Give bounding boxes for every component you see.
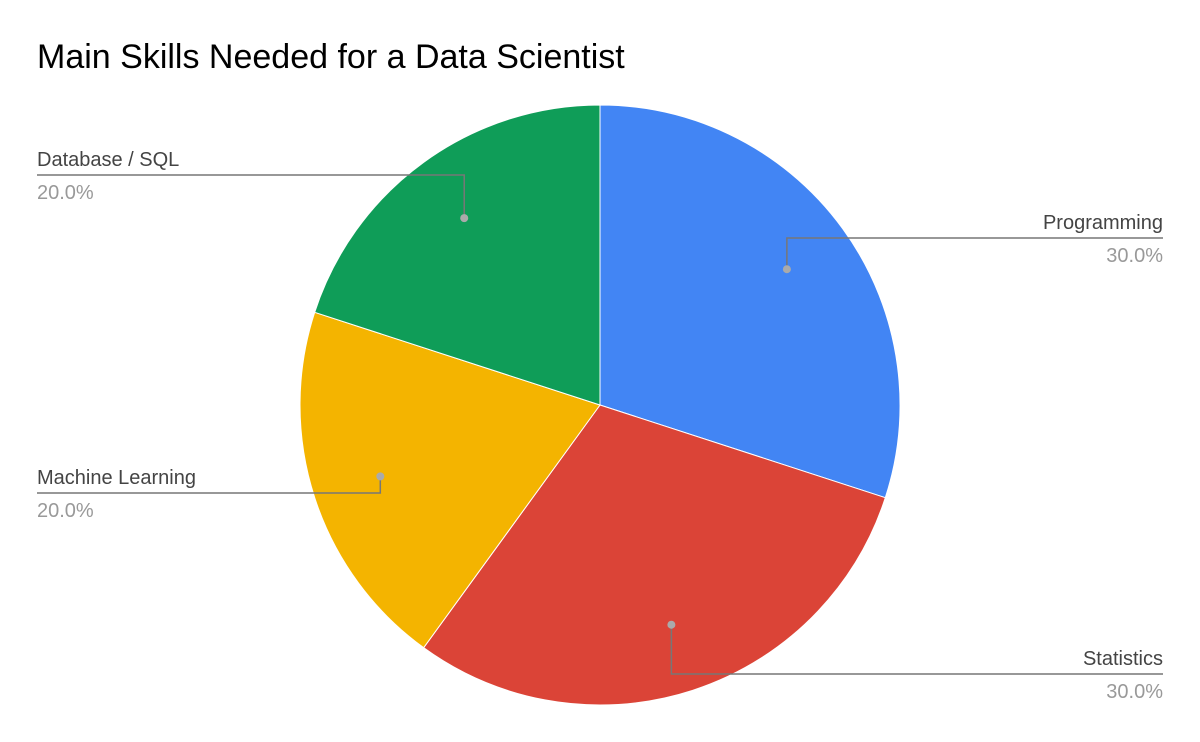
leader-dot-database-sql	[460, 214, 469, 223]
leader-dot-programming	[782, 265, 791, 274]
pie-slice-database-sql[interactable]	[314, 104, 601, 406]
leader-dot-statistics	[667, 620, 676, 629]
chart-title: Main Skills Needed for a Data Scientist	[37, 38, 625, 76]
slice-percent-programming: 30.0%	[1106, 245, 1163, 267]
slice-label-statistics: Statistics	[1083, 648, 1163, 670]
slice-percent-database-sql: 20.0%	[37, 182, 94, 204]
slice-label-database-sql: Database / SQL	[37, 149, 179, 171]
pie-slice-programming[interactable]	[599, 104, 901, 499]
leader-line-database-sql	[37, 174, 465, 219]
slice-label-programming: Programming	[1043, 212, 1163, 234]
leader-line-programming	[786, 237, 1163, 270]
slice-label-machine-learning: Machine Learning	[37, 467, 196, 489]
pie-slice-statistics[interactable]	[422, 404, 886, 706]
slice-percent-machine-learning: 20.0%	[37, 500, 94, 522]
leader-dot-machine-learning	[376, 472, 385, 481]
leader-line-machine-learning	[37, 476, 382, 494]
pie-slice-machine-learning[interactable]	[299, 311, 601, 649]
slice-percent-statistics: 30.0%	[1106, 681, 1163, 703]
leader-line-statistics	[670, 624, 1163, 675]
